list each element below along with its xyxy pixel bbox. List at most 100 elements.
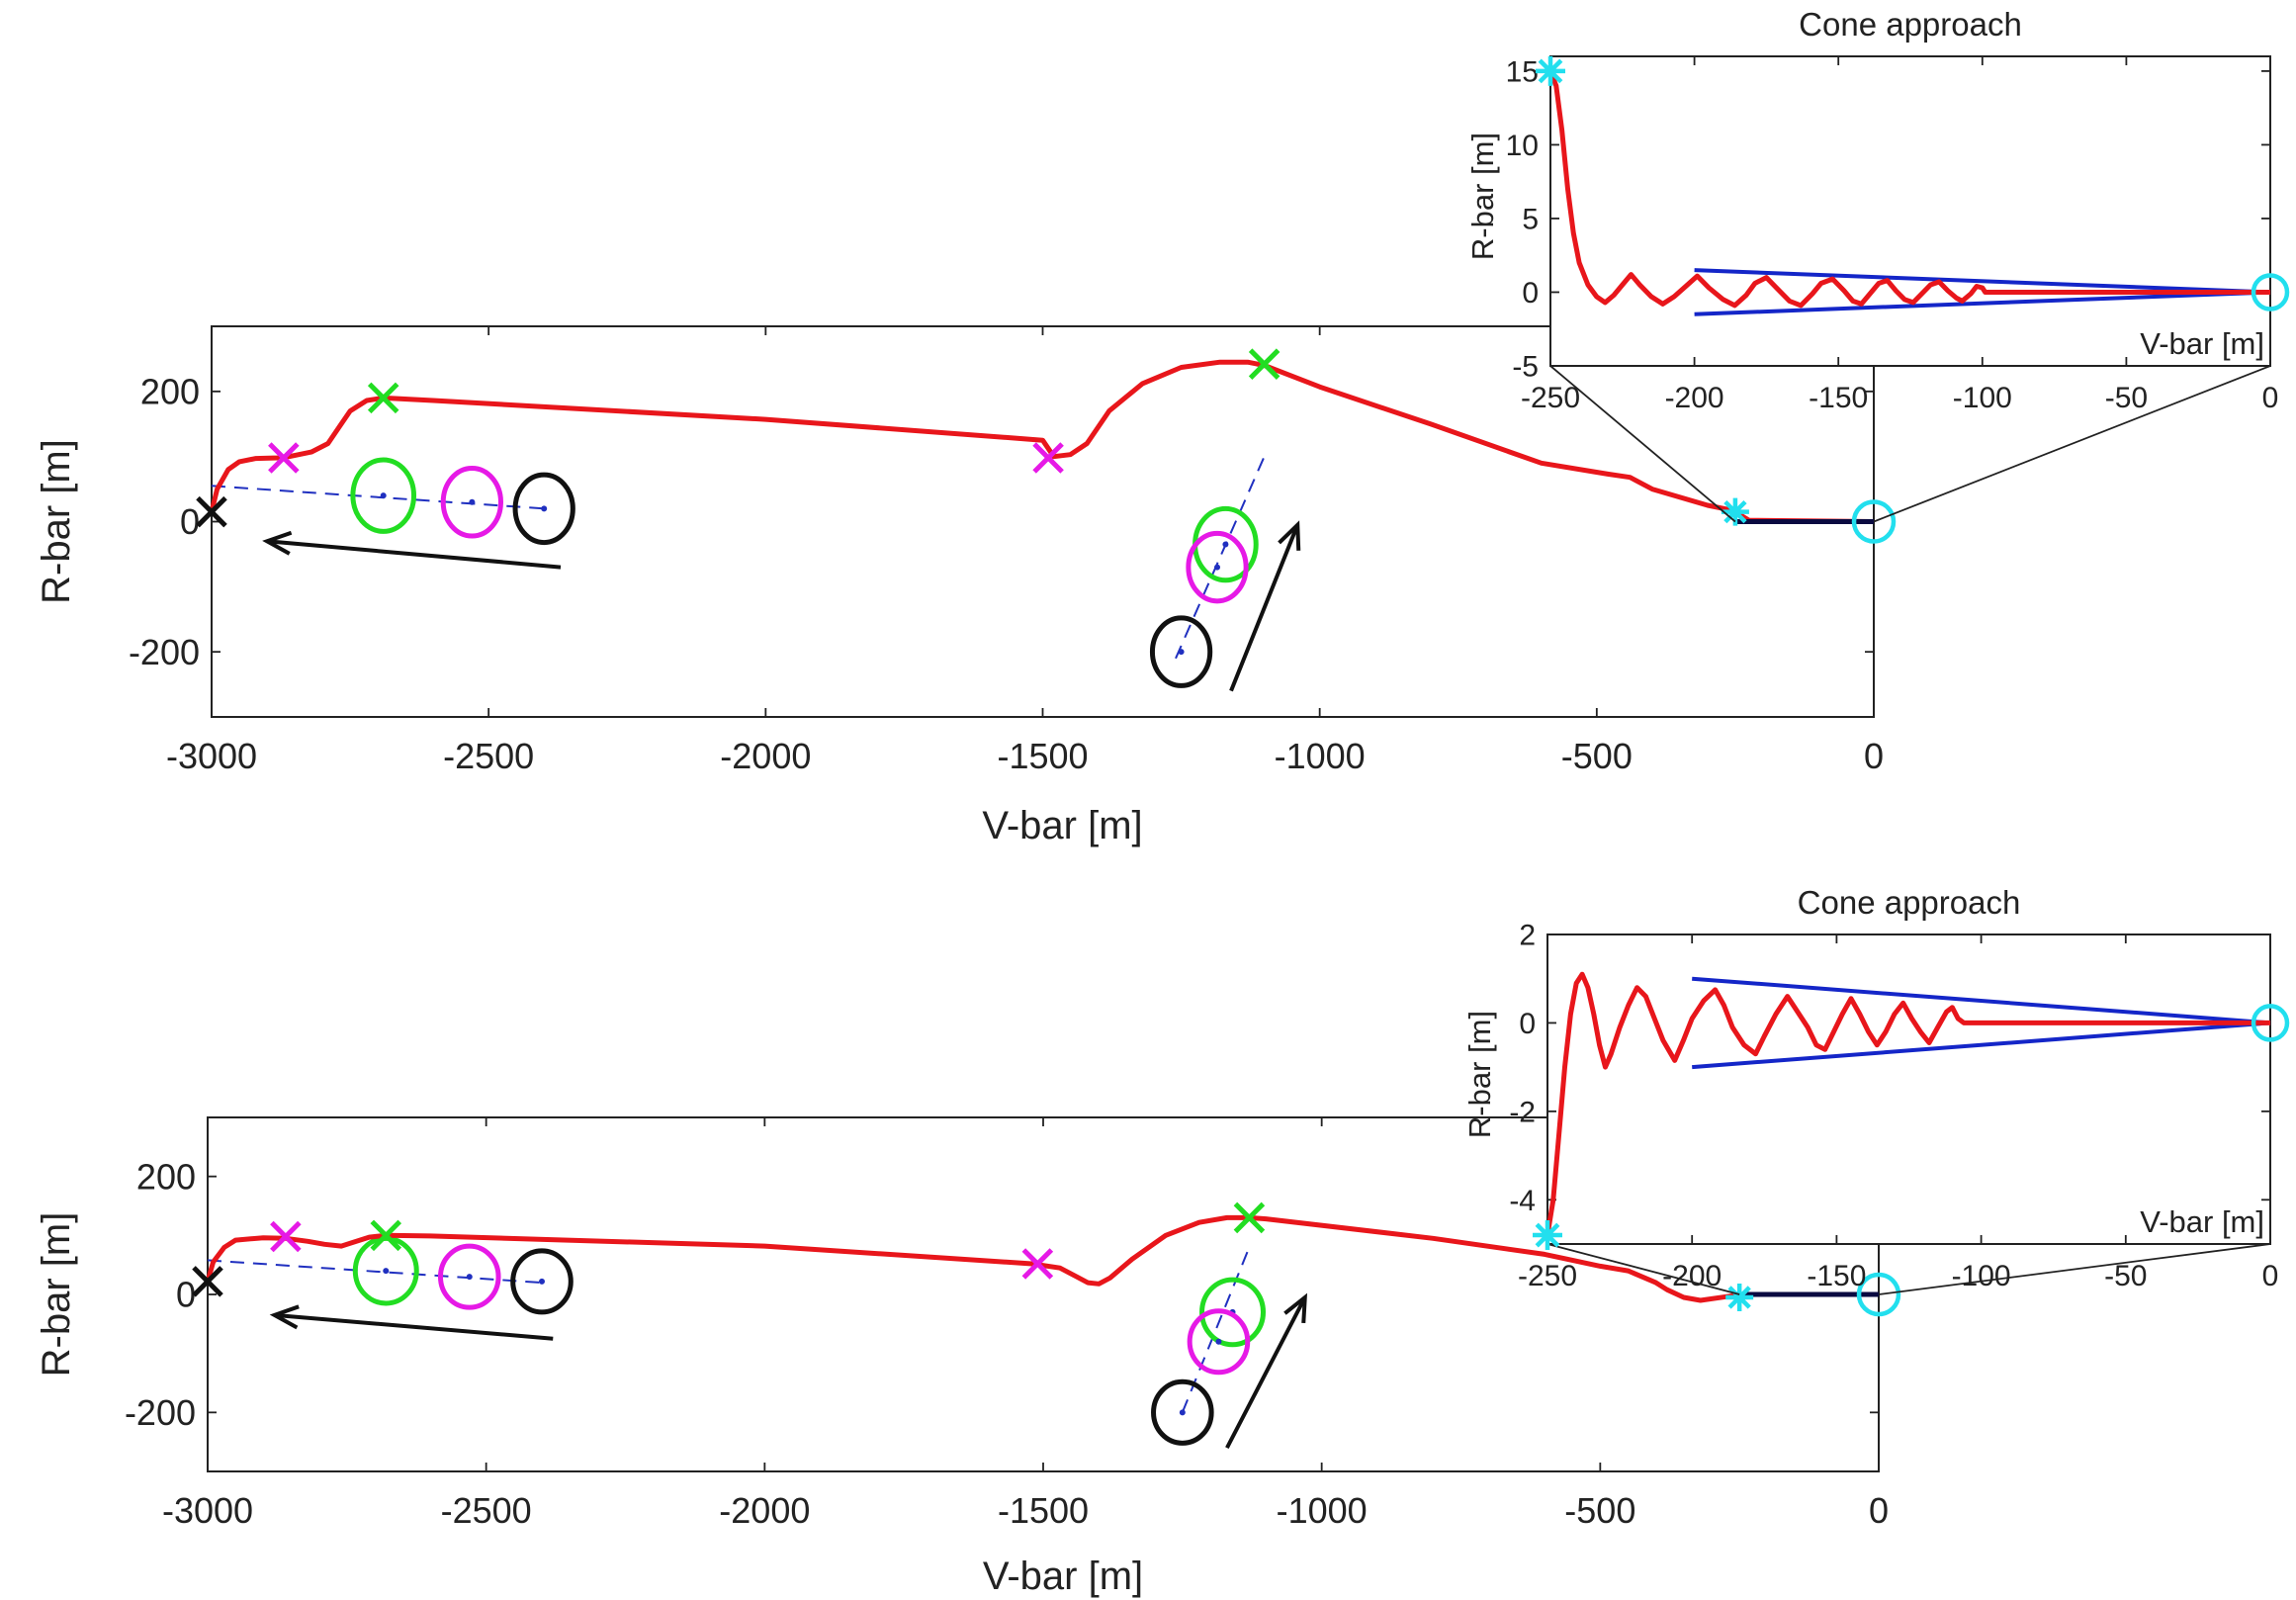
magenta-ellipse-center [466,1274,473,1281]
main-green-x-marker [1233,1201,1266,1234]
zoom-connector-left [1549,365,1736,523]
trajectory-line [205,1214,1879,1303]
direction-arrow-head [1283,1292,1308,1324]
direction-arrow [274,1312,554,1341]
main-magenta-x-marker [268,442,300,474]
dashed-line-of-sight [207,1259,543,1285]
main-black-x-marker [196,495,227,528]
inset-xtick-label: -150 [1809,382,1868,414]
direction-arrow [266,539,562,570]
main-xtick-label: -3000 [162,1490,253,1531]
inset-ytick-label: -4 [1509,1185,1536,1217]
direction-arrow-head [269,1304,300,1330]
main-xtick-label: -2500 [441,1490,532,1531]
main-magenta-x-marker [1021,1248,1054,1280]
inset-ytick-label: -2 [1509,1096,1536,1128]
inset-xtick-label: -150 [1807,1260,1866,1292]
inset-xlabel: V-bar [m] [2140,326,2264,361]
main-xtick-label: -2500 [443,736,534,776]
inset-ytick-label: 15 [1506,55,1539,88]
black-ellipse-center [1179,1409,1186,1416]
inset-cyan-star-marker [1536,55,1565,86]
dashed-line-of-sight-2 [1175,456,1266,660]
black-uncertainty-ellipse [510,1248,574,1315]
main-green-x-marker [1248,348,1280,380]
direction-arrow-head [1278,520,1301,551]
magenta-ellipse-center [1214,564,1221,571]
green-ellipse-center [383,1268,390,1275]
main-xtick-label: -500 [1561,736,1633,776]
inset-xlabel: V-bar [m] [2140,1204,2264,1239]
main-xlabel: V-bar [m] [982,804,1142,847]
inset-title: Cone approach [1799,6,2022,43]
inset-xtick-label: -100 [1952,1260,2011,1292]
bottom-plot: -3000 -2500 -2000 -1500 -1000 -500 0-2000200V-… [35,884,2290,1598]
main-ylabel: R-bar [m] [35,439,78,604]
green-uncertainty-ellipse [350,457,417,534]
direction-arrow [1225,1296,1307,1450]
inset-ytick-label: 10 [1506,130,1539,162]
green-ellipse-center [380,492,387,499]
main-cyan-star-marker [1721,497,1749,526]
inset-ytick-label: 5 [1522,203,1539,235]
inset-xtick-label: -50 [2105,382,2148,414]
inset-xtick-label: -250 [1518,1260,1577,1292]
main-ytick-label: 0 [176,1275,196,1315]
main-ytick-label: -200 [125,1392,196,1433]
inset-xtick-label: 0 [2262,1260,2279,1292]
main-black-x-marker [192,1266,223,1297]
inset-xtick-label: -250 [1521,382,1580,414]
inset-trajectory-line [1547,69,2270,309]
main-ytick-label: 0 [180,501,200,542]
inset-ytick-label: 0 [1522,277,1539,310]
direction-arrow [1229,524,1300,692]
zoom-connector-right [1878,1243,2271,1295]
main-xtick-label: -3000 [166,736,257,776]
black-ellipse-center [541,505,548,512]
inset-axes-box [1549,55,2271,367]
magenta-uncertainty-ellipse [440,466,503,539]
inset-cyan-circle-marker [2251,1004,2290,1042]
inset-xtick-label: -200 [1665,382,1724,414]
main-magenta-x-marker [1032,442,1064,474]
magenta-ellipse-center [1215,1338,1222,1345]
green-uncertainty-ellipse [1199,1277,1267,1348]
inset-ytick-label: 2 [1519,920,1536,952]
cone-lower-bound [1694,290,2271,316]
main-xtick-label: -1000 [1275,736,1366,776]
dashed-line-of-sight [211,485,545,510]
magenta-uncertainty-ellipse [1186,530,1249,604]
black-ellipse-center [539,1278,545,1285]
main-xtick-label: -1500 [997,736,1088,776]
main-cyan-star-marker [1725,1283,1754,1311]
inset-xtick-label: -50 [2104,1260,2147,1292]
main-ytick-label: -200 [129,632,200,672]
inset-ylabel: R-bar [m] [1462,1011,1497,1138]
main-axes-box [211,325,1875,718]
main-xtick-label: -2000 [720,736,811,776]
magenta-uncertainty-ellipse [437,1243,501,1310]
zoom-connector-right [1873,365,2271,523]
inset-ylabel: R-bar [m] [1465,133,1500,260]
main-ytick-label: 200 [140,371,200,411]
green-ellipse-center [1222,541,1229,548]
main-xtick-label: -1000 [1277,1490,1368,1531]
main-xtick-label: 0 [1864,736,1884,776]
main-xtick-label: -1500 [998,1490,1089,1531]
main-green-x-marker [367,382,399,414]
direction-arrow-head [262,530,293,556]
black-uncertainty-ellipse [1149,615,1213,688]
magenta-ellipse-center [469,498,476,505]
zoom-connector-left [1546,1243,1740,1295]
main-xtick-label: -2000 [719,1490,810,1531]
inset-cyan-circle-marker [2251,273,2290,311]
inset-cyan-star-marker [1533,1220,1562,1251]
main-ytick-label: 200 [136,1156,196,1197]
main-xtick-label: 0 [1869,1490,1889,1531]
cone-lower-bound [1692,1021,2271,1070]
top-plot: -3000 -2500 -2000 -1500 -1000 -500 0-2000200V-… [35,6,2290,847]
inset-xtick-label: 0 [2262,382,2279,414]
cone-upper-bound [1694,268,2271,295]
black-ellipse-center [1178,649,1185,656]
